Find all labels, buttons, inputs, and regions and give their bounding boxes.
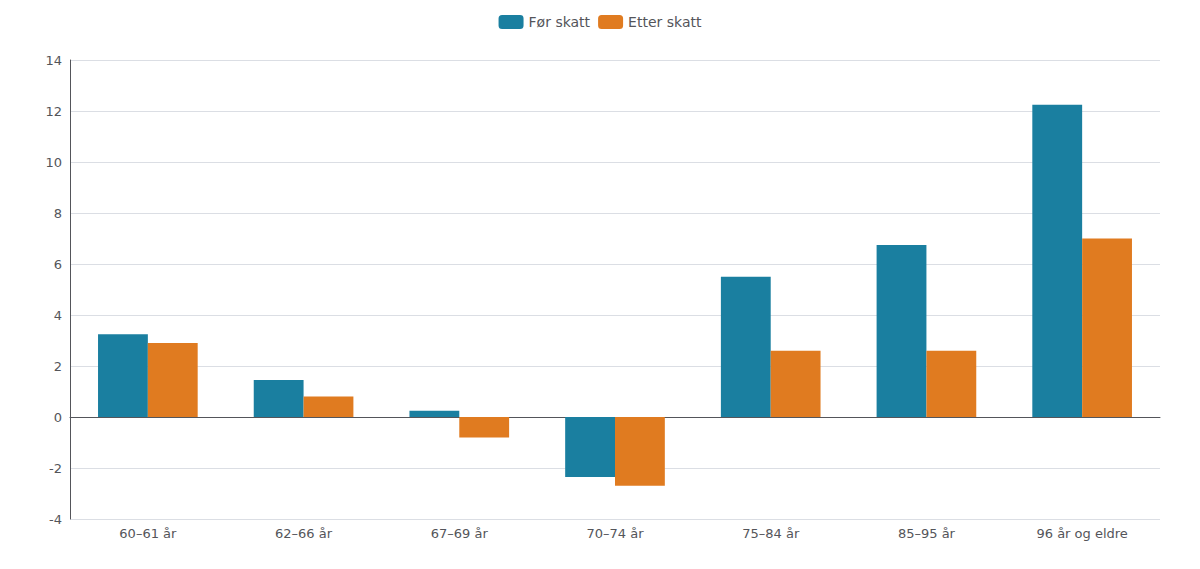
svg-text:-4: -4 bbox=[49, 512, 62, 527]
svg-text:-2: -2 bbox=[49, 461, 62, 476]
svg-text:14: 14 bbox=[45, 53, 62, 68]
svg-text:70–74 år: 70–74 år bbox=[586, 526, 644, 541]
svg-text:62–66 år: 62–66 år bbox=[275, 526, 333, 541]
svg-text:Før skatt: Før skatt bbox=[529, 14, 591, 30]
svg-text:67–69 år: 67–69 år bbox=[431, 526, 489, 541]
svg-text:12: 12 bbox=[45, 104, 62, 119]
svg-text:96 år og eldre: 96 år og eldre bbox=[1036, 526, 1127, 541]
svg-text:6: 6 bbox=[54, 257, 62, 272]
svg-text:75–84 år: 75–84 år bbox=[742, 526, 800, 541]
svg-text:2: 2 bbox=[54, 359, 62, 374]
svg-text:10: 10 bbox=[45, 155, 62, 170]
svg-text:Etter skatt: Etter skatt bbox=[628, 14, 702, 30]
svg-text:85–95 år: 85–95 år bbox=[898, 526, 956, 541]
svg-text:0: 0 bbox=[54, 410, 62, 425]
svg-text:60–61 år: 60–61 år bbox=[119, 526, 177, 541]
svg-text:8: 8 bbox=[54, 206, 62, 221]
svg-text:4: 4 bbox=[54, 308, 62, 323]
